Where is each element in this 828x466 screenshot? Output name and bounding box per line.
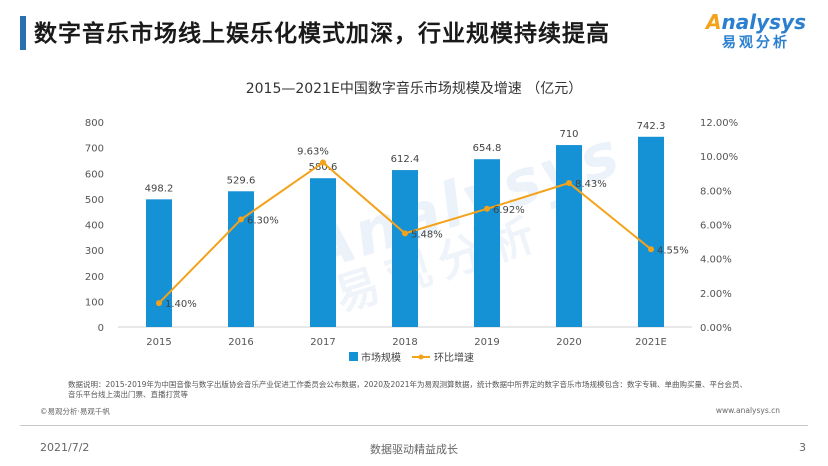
bar [638,136,664,327]
y-tick-right: 6.00% [700,221,732,232]
x-tick-label: 2017 [310,337,335,348]
growth-point [402,230,408,237]
bar-data-label: 498.2 [145,183,174,194]
line-data-label: 8.43% [575,179,607,190]
legend-bar-label: 市场规模 [361,351,401,364]
source-left: ©易观分析·易观千帆 [40,407,110,416]
y-tick-right: 4.00% [700,255,732,266]
x-tick-label: 2018 [392,337,417,348]
line-data-label: 5.48% [411,229,443,240]
y-tick-right: 0.00% [700,323,732,334]
bar [310,178,336,327]
y-tick-left: 800 [85,118,104,129]
line-data-label: 1.40% [165,299,197,310]
legend-line-label: 环比增速 [434,351,474,364]
footer-divider [20,425,808,426]
x-tick-label: 2015 [146,337,171,348]
footer-slogan: 数据驱动精益成长 [370,443,458,456]
growth-point [484,205,490,212]
analysys-logo: Analysys 易观分析 [706,10,806,52]
line-data-label: 6.92% [493,205,525,216]
bar [556,145,582,327]
bar-data-label: 612.4 [391,154,420,165]
x-tick-label: 2019 [474,337,499,348]
chart-title: 2015—2021E中国数字音乐市场规模及增速 （亿元） [245,81,583,97]
y-tick-left: 500 [85,195,104,206]
legend-line-marker [418,354,424,360]
footer-date: 2021/7/2 [40,441,90,454]
data-note-line2: 音乐平台线上演出门票、直播打赏等 [68,390,188,399]
bar-data-label: 710 [559,129,578,140]
line-data-label: 9.63% [297,146,329,157]
x-tick-label: 2016 [228,337,253,348]
x-tick-label: 2020 [556,337,581,348]
growth-point [238,216,244,223]
bar [392,170,418,327]
y-tick-left: 600 [85,169,104,180]
y-tick-right: 8.00% [700,186,732,197]
bar-data-label: 654.8 [473,143,502,154]
growth-point [566,179,572,186]
y-tick-left: 100 [85,297,104,308]
y-tick-left: 300 [85,246,104,257]
line-data-label: 6.30% [247,215,279,226]
logo-chinese: 易观分析 [722,35,791,51]
y-tick-right: 2.00% [700,289,732,300]
legend-bar-swatch [349,352,358,361]
y-tick-left: 0 [98,323,104,334]
page-title: 数字音乐市场线上娱乐化模式加深，行业规模持续提高 [34,21,610,47]
line-data-label: 4.55% [657,245,689,256]
data-note: 数据说明：2015-2019年为中国音像与数字出版协会音乐产业促进工作委员会公布… [68,380,768,400]
bar-data-label: 580.6 [309,162,338,173]
bar [228,191,254,327]
bar-data-label: 529.6 [227,175,256,186]
y-tick-right: 12.00% [700,118,738,129]
growth-point [156,300,162,307]
title-accent-bar [20,16,26,50]
growth-point [320,159,326,166]
page-number: 3 [799,441,806,454]
logo-wordmark: Analysys [706,10,806,34]
y-tick-right: 10.00% [700,152,738,163]
market-size-chart: 0 100 200 300 400 500 600 700 800 0.00% 2.00% 4.00%… [85,118,738,364]
x-tick-label: 2021E [635,337,667,348]
bar [474,159,500,327]
bar-data-label: 742.3 [637,121,666,132]
source-url: www.analysys.cn [715,406,780,415]
y-tick-left: 200 [85,272,104,283]
data-note-line1: 数据说明：2015-2019年为中国音像与数字出版协会音乐产业促进工作委员会公布… [68,380,748,389]
y-tick-left: 400 [85,221,104,232]
y-tick-left: 700 [85,144,104,155]
growth-point [648,246,654,253]
